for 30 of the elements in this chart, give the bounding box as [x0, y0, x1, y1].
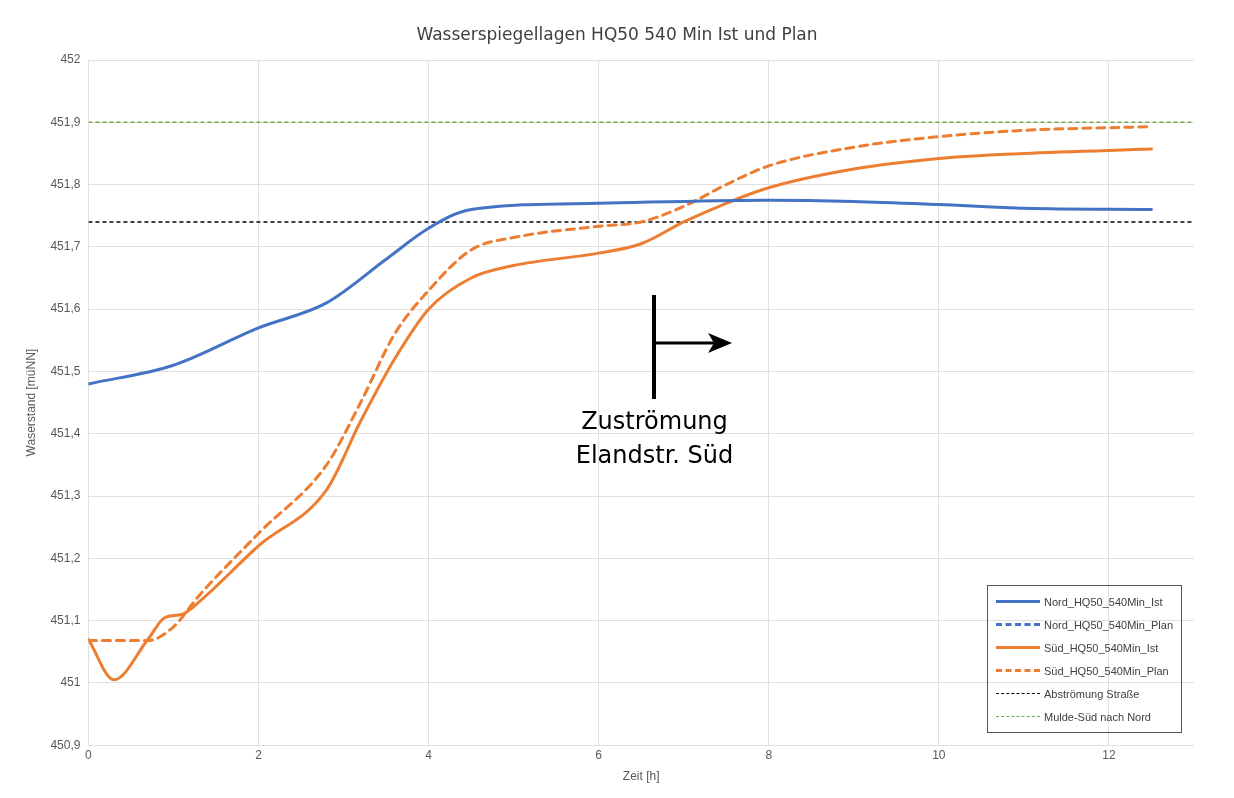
y-tick-label: 451,9 — [50, 114, 81, 129]
y-tick-label: 451,8 — [50, 176, 81, 191]
x-tick-label: 0 — [85, 747, 93, 762]
x-tick-label: 4 — [425, 747, 433, 762]
y-tick-label: 451 — [60, 675, 81, 690]
legend-label: Nord_HQ50_540Min_Plan — [1043, 618, 1173, 631]
y-tick-label: 451,7 — [50, 239, 81, 254]
y-tick-label: 452 — [60, 52, 81, 67]
annotation: Zuströmung Elandstr. Süd — [575, 407, 734, 470]
x-axis-title: Zeit [h] — [622, 769, 660, 784]
y-tick-label: 450,9 — [50, 737, 81, 752]
legend-label: Nord_HQ50_540Min_Ist — [1043, 595, 1163, 608]
legend-label: Süd_HQ50_540Min_Ist — [1043, 641, 1159, 654]
legend-label: Süd_HQ50_540Min_Plan — [1043, 664, 1169, 677]
x-tick-label: 2 — [255, 747, 263, 762]
x-tick-label: 10 — [932, 747, 946, 762]
y-axis-title: Waserstand [müNN] — [23, 348, 38, 457]
legend-label: Abströmung Straße — [1043, 687, 1140, 700]
x-tick-label: 6 — [595, 747, 603, 762]
y-tick-label: 451,6 — [50, 301, 81, 316]
x-tick-label: 12 — [1102, 747, 1116, 762]
y-tick-label: 451,1 — [50, 612, 81, 627]
x-tick-label: 8 — [765, 747, 773, 762]
line-series — [88, 198, 1153, 386]
y-tick-label: 451,2 — [50, 550, 81, 565]
y-tick-label: 451,5 — [50, 363, 81, 378]
y-tick-label: 451,4 — [50, 426, 81, 441]
chart-title: Wasserspiegellagen HQ50 540 Min Ist und Plan — [415, 24, 819, 44]
y-tick-label: 451,3 — [50, 488, 81, 503]
legend-label: Mulde-Süd nach Nord — [1043, 710, 1151, 723]
